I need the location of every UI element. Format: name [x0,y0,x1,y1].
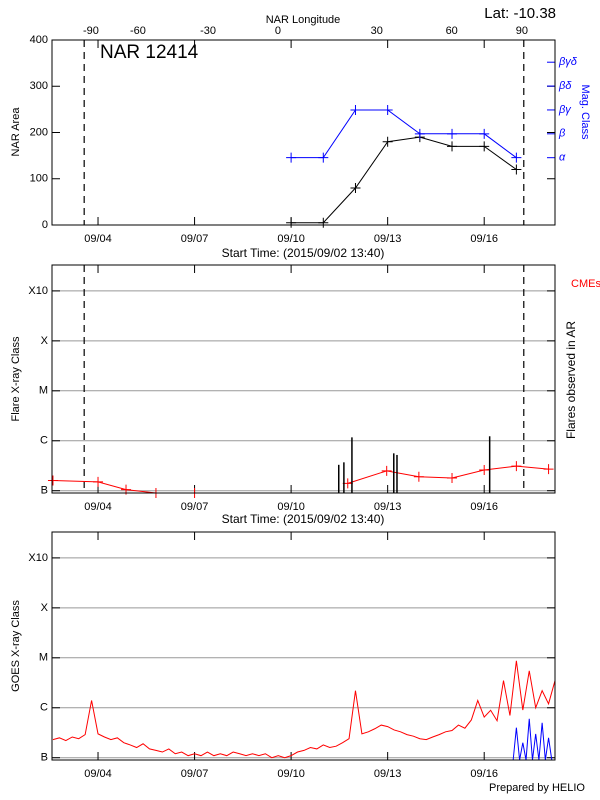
x-tick-label: 09/16 [470,501,498,513]
y-tick-label: B [41,752,48,764]
x-axis-title: Start Time: (2015/09/02 13:40) [222,246,385,260]
marker [350,183,361,193]
marker [318,152,329,163]
x-tick-label: 09/16 [470,768,498,780]
marker [511,164,522,175]
y-tick-label: 0 [42,219,48,231]
x-tick-label: 09/07 [181,501,209,513]
y-tick-label: C [40,702,48,714]
y-tick-label: X [41,335,49,347]
y-axis-title: NAR Area [10,107,22,157]
x-tick-label: 09/10 [277,768,305,780]
marker [511,152,522,163]
marker [286,152,297,163]
x-tick-label: 09/07 [181,233,209,245]
marker [479,464,490,475]
marker [382,104,393,115]
latitude-label: Lat: -10.38 [484,5,556,22]
x2-tick-label: 30 [371,25,383,37]
series-line [52,660,556,759]
plot-frame [51,39,556,226]
y-tick-label: 100 [30,173,48,185]
y-tick-label: B [41,485,48,497]
series-line [512,718,553,761]
x-tick-label: 09/13 [374,233,402,245]
x-tick-label: 09/10 [277,501,305,513]
marker [543,464,554,475]
y-tick-label: 200 [30,126,48,138]
x-tick-label: 09/07 [181,768,209,780]
y-tick-label: 400 [30,34,48,46]
x2-tick-label: -60 [130,25,146,37]
x-tick-label: 09/10 [277,233,305,245]
marker [381,465,392,476]
marker [47,475,58,486]
x-tick-label: 09/13 [374,501,402,513]
x2-axis-title: NAR Longitude [266,14,341,26]
x-tick-label: 09/04 [84,768,112,780]
marker [413,471,424,482]
y2-axis-title: Flares observed in AR [564,321,578,439]
y2-tick-label: βγδ [558,56,578,68]
plot-frame [51,531,556,761]
x2-tick-label: 60 [446,25,458,37]
y2-tick-label: βγ [558,104,572,116]
marker [350,104,361,115]
marker [447,472,458,483]
marker [447,128,458,139]
marker [479,141,490,152]
x2-tick-label: 90 [516,25,528,37]
x2-tick-label: -90 [83,25,99,37]
x-tick-label: 09/13 [374,768,402,780]
y2-tick-label: βδ [558,80,572,92]
chart-title: NAR 12414 [100,42,199,63]
y-axis-title: GOES X-ray Class [10,600,22,692]
y-tick-label: C [40,435,48,447]
y-tick-label: X10 [28,285,48,297]
x-axis-title: Start Time: (2015/09/02 13:40) [222,512,385,526]
x-tick-label: 09/04 [84,501,112,513]
marker [414,128,425,139]
marker [93,476,104,487]
y2-tick-label: α [559,152,566,164]
marker [382,136,393,147]
y-tick-label: X [41,602,49,614]
series-line [291,109,517,159]
plot-frame [51,264,556,494]
footer: Prepared by HELIO [489,782,585,794]
y-tick-label: M [39,652,48,664]
marker [511,461,522,472]
y-tick-label: M [39,385,48,397]
cme-label: CMEs [571,278,600,290]
marker [318,217,329,228]
marker [479,128,490,139]
series-line [291,136,517,224]
marker [286,217,297,228]
marker [447,141,458,152]
x2-tick-label: -30 [200,25,216,37]
x2-tick-label: 0 [275,25,281,37]
y2-axis-title: Mag. Class [579,84,591,140]
y-tick-label: X10 [28,552,48,564]
x-tick-label: 09/04 [84,233,112,245]
y-tick-label: 300 [30,80,48,92]
y-axis-title: Flare X-ray Class [10,336,22,421]
y2-tick-label: β [558,128,566,140]
series-line [52,465,549,494]
x-tick-label: 09/16 [470,233,498,245]
